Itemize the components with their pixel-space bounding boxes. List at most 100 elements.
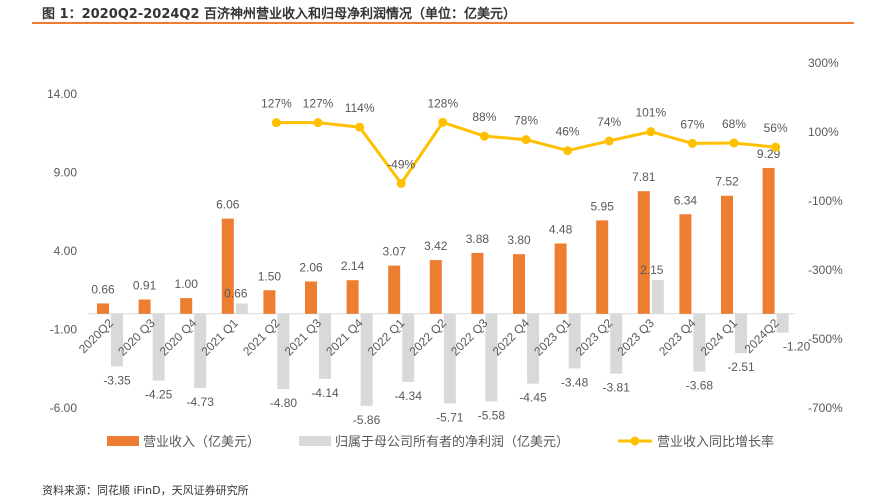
category-label: 2024Q2 [742,316,782,356]
revenue-bar [596,220,609,314]
net-profit-bar [402,313,415,382]
revenue-bar [679,214,692,314]
net-profit-label: -2.51 [727,360,755,374]
net-profit-bar [360,313,373,406]
growth-label: -49% [387,157,415,171]
growth-point [271,118,281,128]
growth-point [563,146,573,156]
growth-label: 88% [472,110,496,124]
revenue-label: 7.52 [715,175,739,189]
net-profit-label: -4.34 [395,389,423,403]
net-profit-label: -4.80 [270,396,298,410]
growth-label: 127% [303,97,334,111]
revenue-bar [346,280,359,314]
net-profit-label: 2.15 [640,263,664,277]
revenue-bar [180,298,193,314]
right-axis-tick: -700% [808,401,843,415]
left-axis-tick: 9.00 [54,166,78,180]
revenue-label: 2.06 [299,260,323,274]
right-axis-tick: 100% [808,125,839,139]
revenue-label: 1.00 [175,277,199,291]
net-profit-label: -3.35 [103,373,131,387]
net-profit-bar [111,313,123,367]
growth-point [604,136,614,146]
net-profit-label: -3.48 [561,375,589,389]
growth-label: 68% [722,117,746,131]
revenue-label: 3.42 [424,239,448,253]
revenue-label: 3.07 [383,245,407,259]
legend-revenue-swatch [107,436,139,446]
net-profit-label: -5.58 [478,408,506,422]
net-profit-bar [319,313,331,379]
net-profit-label: -4.14 [311,386,339,400]
growth-point [729,138,739,148]
legend-growth-marker [630,436,640,446]
category-label: 2021 Q2 [240,316,283,359]
right-axis-tick: -100% [808,194,843,208]
growth-point [771,142,781,152]
revenue-label: 6.06 [216,198,240,212]
revenue-label: 6.34 [674,193,698,207]
revenue-label: 0.91 [133,279,157,293]
growth-label: 56% [764,121,788,135]
net-profit-label: -4.73 [187,395,215,409]
net-profit-bar [693,313,706,372]
growth-point [687,138,697,148]
net-profit-label: -3.68 [686,379,714,393]
net-profit-bar [277,313,290,390]
category-label: 2023 Q4 [656,316,699,359]
growth-label: 46% [556,125,580,139]
chart-title: 图 1：2020Q2-2024Q2 百济神州营业收入和归母净利润情况（单位：亿美… [42,7,517,22]
revenue-bar [305,281,317,314]
right-axis-tick: -300% [808,263,843,277]
net-profit-bar [485,313,498,402]
net-profit-bar [651,280,664,314]
net-profit-bar [776,313,789,333]
growth-label: 128% [427,96,458,110]
revenue-label: 3.80 [507,233,531,247]
revenue-label: 1.50 [258,269,282,283]
revenue-label: 5.95 [591,199,615,213]
growth-point [355,122,365,132]
revenue-bar [554,243,567,314]
legend-revenue-label: 营业收入（亿美元） [143,434,260,449]
revenue-bar [762,167,775,314]
net-profit-bar [735,313,747,354]
growth-label: 78% [514,114,538,128]
growth-point [479,131,489,141]
growth-point [438,117,448,127]
revenue-bar [637,191,650,314]
revenue-bar [97,303,109,314]
growth-label: 101% [635,106,666,120]
revenue-bar [721,195,733,314]
left-axis-tick: -6.00 [50,401,78,415]
left-axis-tick: 4.00 [54,244,78,258]
net-profit-label: -1.20 [783,340,811,354]
growth-label: 114% [345,101,375,115]
net-profit-bar [235,303,248,314]
growth-point [313,118,323,128]
net-profit-label: 0.66 [224,286,248,300]
revenue-bar [388,265,401,314]
left-axis-tick: -1.00 [50,323,78,337]
revenue-bar [221,218,234,314]
growth-point [396,178,406,188]
net-profit-bar [610,313,623,374]
revenue-bar [138,299,151,314]
source-note: 资料来源：同花顺 iFinD，天风证券研究所 [42,484,249,497]
revenue-label: 4.48 [549,222,573,236]
legend-net-profit-swatch [299,436,331,446]
net-profit-label: -4.45 [519,391,547,405]
growth-label: 74% [597,115,621,129]
legend-growth-label: 营业收入同比增长率 [657,434,774,449]
net-profit-label: -5.71 [436,410,464,424]
right-axis-tick: 300% [808,56,839,70]
net-profit-label: -3.81 [603,381,631,395]
legend-net-profit-label: 归属于母公司所有者的净利润（亿美元） [335,434,569,449]
category-label: 2020Q2 [76,316,116,356]
revenue-bar [471,252,484,314]
left-axis-tick: 14.00 [47,87,77,101]
net-profit-bar [152,313,165,381]
revenue-label: 7.81 [632,170,656,184]
